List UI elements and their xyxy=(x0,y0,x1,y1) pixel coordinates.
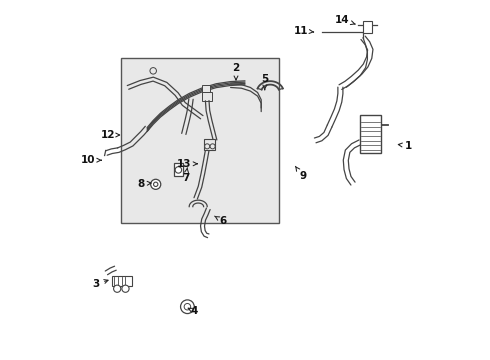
Bar xyxy=(204,139,215,150)
Text: 9: 9 xyxy=(295,166,306,181)
Bar xyxy=(112,276,132,286)
Text: 2: 2 xyxy=(232,63,240,80)
Bar xyxy=(360,115,381,153)
Text: 8: 8 xyxy=(137,179,151,189)
Circle shape xyxy=(151,179,161,189)
Bar xyxy=(121,58,279,223)
Bar xyxy=(202,85,210,93)
Circle shape xyxy=(175,167,182,173)
Text: 4: 4 xyxy=(188,306,198,316)
Text: 13: 13 xyxy=(176,159,197,169)
Circle shape xyxy=(210,144,215,149)
Text: 11: 11 xyxy=(294,26,314,36)
Circle shape xyxy=(122,285,129,292)
Bar xyxy=(202,92,212,101)
Circle shape xyxy=(150,68,156,74)
Circle shape xyxy=(114,285,121,292)
Circle shape xyxy=(205,144,210,149)
Bar xyxy=(363,21,372,33)
Text: 5: 5 xyxy=(261,74,269,90)
Text: 14: 14 xyxy=(335,15,355,25)
Text: 1: 1 xyxy=(398,141,413,151)
Circle shape xyxy=(180,300,194,314)
Text: 6: 6 xyxy=(215,216,227,226)
Text: 7: 7 xyxy=(182,168,189,183)
Bar xyxy=(174,163,183,176)
Text: 12: 12 xyxy=(101,130,120,140)
Text: 10: 10 xyxy=(81,155,101,165)
Circle shape xyxy=(184,303,191,310)
Text: 3: 3 xyxy=(92,279,108,289)
Circle shape xyxy=(153,182,158,186)
